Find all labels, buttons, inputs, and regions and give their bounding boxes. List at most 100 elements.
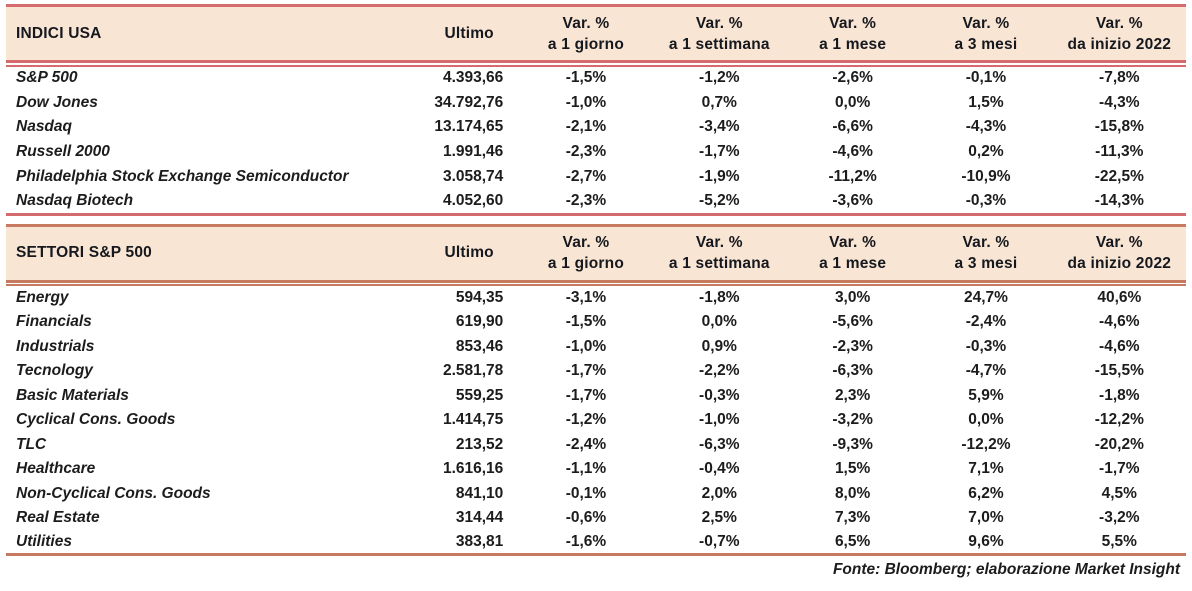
var-value: 24,7% (963, 289, 1008, 307)
var-value: -1,7% (565, 362, 607, 380)
var-1-mese-column-header: Var. % a 1 mese (785, 4, 920, 63)
var-value: -1,0% (565, 93, 607, 111)
var-value: -7,8% (1099, 69, 1140, 87)
var-inizio-2022-column-header: Var. % da inizio 2022 (1052, 223, 1186, 283)
var-value: 6,5% (785, 530, 920, 557)
var-value: -1,0% (565, 337, 607, 355)
row-label: Non-Cyclical Cons. Goods (16, 484, 211, 502)
ultimo-value: 841,10 (455, 484, 504, 502)
var-value: -1,8% (699, 289, 740, 307)
row-label: Russell 2000 (16, 143, 110, 161)
settori-sp500-header: SETTORI S&P 500 Ultimo Var. % a 1 giorno… (6, 223, 1186, 283)
row-label: Nasdaq (16, 118, 72, 136)
var-value: 0,2% (968, 143, 1004, 161)
var-value: -4,6% (1099, 337, 1140, 355)
var-value: -0,7% (652, 530, 786, 557)
var-period: a 1 giorno (547, 255, 624, 273)
table-row: Dow Jones 34.792,76 -1,0% 0,7% 0,0% 1,5% -4,3% (6, 90, 1186, 115)
var-value: -3,2% (1099, 509, 1140, 527)
var-value: -9,3% (832, 435, 873, 453)
var-value: 7,3% (834, 509, 871, 527)
indici-usa-table: INDICI USA Ultimo Var. % a 1 giorno Var.… (6, 4, 1186, 216)
row-label: Energy (16, 289, 69, 307)
var-period: a 1 settimana (668, 35, 770, 53)
var-value: -1,5% (565, 313, 607, 331)
var-value: -4,3% (1099, 93, 1140, 111)
var-value: -15,5% (1094, 362, 1144, 380)
table-row: Energy 594,35 -3,1% -1,8% 3,0% 24,7% 40,6% (6, 285, 1186, 310)
var-value: 0,0% (834, 93, 871, 111)
section-title: SETTORI S&P 500 (6, 223, 419, 283)
var-label: Var. % (562, 234, 610, 252)
ultimo-value: 1.414,75 (442, 411, 504, 429)
var-value: -11,2% (828, 168, 877, 186)
var-label: Var. % (1095, 234, 1143, 252)
table-row: S&P 500 4.393,66 -1,5% -1,2% -2,6% -0,1% -7,8% (6, 66, 1186, 91)
table-row: Financials 619,90 -1,5% 0,0% -5,6% -2,4% -4,6% (6, 310, 1186, 335)
table-row: Nasdaq Biotech 4.052,60 -2,3% -5,2% -3,6% -0,… (6, 189, 1186, 216)
var-period: a 1 mese (819, 255, 887, 273)
var-value: -2,6% (832, 69, 873, 87)
var-value: -0,6% (565, 509, 607, 527)
row-label: Nasdaq Biotech (6, 189, 419, 216)
ultimo-value: 619,90 (455, 313, 504, 331)
source-note: Fonte: Bloomberg; elaborazione Market In… (832, 561, 1180, 579)
var-value: 3,0% (834, 289, 871, 307)
var-label: Var. % (829, 14, 877, 32)
var-value: -2,3% (565, 143, 607, 161)
table-row: Nasdaq 13.174,65 -2,1% -3,4% -6,6% -4,3% -15,8… (6, 115, 1186, 140)
var-value: 2,3% (834, 386, 871, 404)
var-value: -2,4% (965, 313, 1007, 331)
var-value: -0,1% (965, 69, 1007, 87)
var-value: -20,2% (1094, 435, 1144, 453)
var-1-giorno-column-header: Var. % a 1 giorno (519, 4, 653, 63)
var-period: da inizio 2022 (1067, 35, 1172, 53)
table-row: Philadelphia Stock Exchange Semiconducto… (6, 165, 1186, 190)
var-1-settimana-column-header: Var. % a 1 settimana (652, 4, 786, 63)
ultimo-value: 213,52 (455, 435, 504, 453)
var-value: -1,5% (565, 69, 607, 87)
var-value: -3,6% (785, 189, 920, 216)
settori-sp500-table: SETTORI S&P 500 Ultimo Var. % a 1 giorno… (6, 223, 1186, 557)
var-1-mese-column-header: Var. % a 1 mese (785, 223, 920, 283)
var-value: -0,3% (919, 189, 1053, 216)
var-value: -1,2% (565, 411, 607, 429)
var-value: -1,2% (699, 69, 740, 87)
var-value: -15,8% (1094, 118, 1144, 136)
var-value: 5,9% (968, 386, 1004, 404)
ultimo-value: 853,46 (455, 337, 504, 355)
row-label: Utilities (6, 530, 419, 557)
row-label: Tecnology (16, 362, 93, 380)
var-period: a 1 giorno (547, 35, 624, 53)
ultimo-value: 2.581,78 (442, 362, 504, 380)
var-label: Var. % (962, 234, 1010, 252)
ultimo-value: 3.058,74 (442, 168, 504, 186)
table-row: Real Estate 314,44 -0,6% 2,5% 7,3% 7,0% -3,2% (6, 506, 1186, 531)
var-value: -3,1% (565, 289, 607, 307)
var-value: -6,3% (699, 435, 740, 453)
var-value: -3,4% (699, 118, 740, 136)
table-row: Tecnology 2.581,78 -1,7% -2,2% -6,3% -4,7% -15… (6, 359, 1186, 384)
row-label: Philadelphia Stock Exchange Semiconducto… (16, 168, 349, 186)
var-period: da inizio 2022 (1067, 255, 1172, 273)
var-period: a 1 mese (819, 35, 887, 53)
var-inizio-2022-column-header: Var. % da inizio 2022 (1052, 4, 1186, 63)
var-value: 8,0% (834, 484, 871, 502)
var-value: -5,2% (652, 189, 786, 216)
settori-sp500-rows: Energy 594,35 -3,1% -1,8% 3,0% 24,7% 40,6% Fina… (6, 285, 1186, 557)
ultimo-value: 1.991,46 (442, 143, 504, 161)
var-label: Var. % (829, 234, 877, 252)
var-value: 5,5% (1052, 530, 1186, 557)
var-value: -2,4% (565, 435, 607, 453)
var-value: 4,5% (1101, 484, 1137, 502)
table-row: TLC 213,52 -2,4% -6,3% -9,3% -12,2% -20,2% (6, 432, 1186, 457)
var-value: -6,6% (832, 118, 873, 136)
var-value: -1,7% (565, 386, 607, 404)
ultimo-value: 4.393,66 (442, 69, 504, 87)
var-value: -5,6% (832, 313, 873, 331)
var-value: 1,5% (968, 93, 1004, 111)
var-value: -12,2% (1094, 411, 1144, 429)
table-row: Russell 2000 1.991,46 -2,3% -1,7% -4,6% 0,2% -… (6, 140, 1186, 165)
row-label: TLC (16, 435, 47, 453)
var-value: -11,3% (1095, 143, 1144, 161)
